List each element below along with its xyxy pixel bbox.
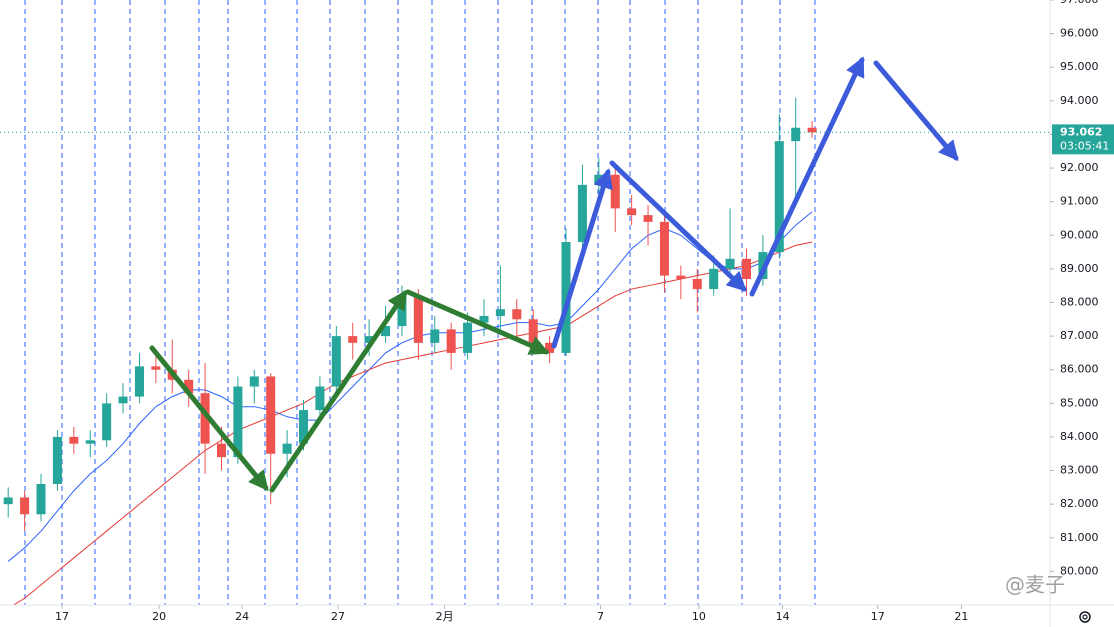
moving-average — [12, 241, 813, 605]
x-tick-label: 27 — [331, 610, 345, 623]
candle-body — [233, 386, 243, 458]
x-tick-label: 10 — [692, 610, 706, 623]
candle-body — [282, 443, 292, 454]
gear — [1079, 611, 1091, 623]
candle-body — [69, 436, 79, 444]
candle-body — [676, 275, 686, 279]
candle-body — [52, 436, 62, 484]
y-tick-label: 92.000 — [1060, 161, 1099, 174]
candle-body — [692, 278, 702, 290]
watermark: @麦子 — [1005, 573, 1065, 597]
y-tick-label: 87.000 — [1060, 329, 1099, 342]
candle-body — [315, 386, 325, 411]
candle-body — [200, 393, 210, 444]
candle-body — [151, 366, 161, 370]
drawings — [149, 56, 959, 493]
candle-body — [774, 141, 784, 253]
candle-body — [85, 440, 95, 444]
candle-body — [725, 258, 735, 269]
moving-average — [7, 211, 813, 562]
gear-center — [1082, 614, 1088, 620]
y-tick-label: 80.000 — [1060, 564, 1099, 577]
candle-body — [413, 295, 423, 343]
candle-body — [348, 336, 358, 343]
candle-body — [577, 184, 587, 242]
candle-body — [381, 326, 391, 337]
day-separators — [24, 0, 816, 605]
y-tick-label: 83.000 — [1060, 464, 1099, 477]
y-tick-label: 90.000 — [1060, 228, 1099, 241]
candle-body — [512, 309, 522, 320]
y-tick-label: 91.000 — [1060, 195, 1099, 208]
y-tick-label: 96.000 — [1060, 27, 1099, 40]
candle-body — [741, 258, 751, 279]
candle-body — [495, 309, 505, 316]
x-tick-label: 17 — [871, 610, 885, 623]
candle-body — [561, 242, 571, 353]
candle-body — [659, 221, 669, 276]
candle-body — [807, 127, 817, 133]
y-tick-label: 84.000 — [1060, 430, 1099, 443]
candle-body — [20, 497, 30, 515]
trend-arrow — [873, 60, 959, 162]
candle-body — [463, 322, 473, 353]
trend-arrow — [609, 160, 747, 292]
x-tick-label: 20 — [152, 610, 166, 623]
x-tick-label: 17 — [55, 610, 69, 623]
x-tick-label: 14 — [776, 610, 790, 623]
settings-icon[interactable] — [1079, 611, 1091, 623]
y-tick-label: 97.000 — [1060, 0, 1099, 6]
x-tick-label: 7 — [597, 610, 604, 623]
axes: 80.000 81.000 82.000 83.000 84.000 85.000 86.0… — [55, 0, 1099, 623]
y-tick-label: 89.000 — [1060, 262, 1099, 275]
x-tick-label: 2月 — [436, 610, 454, 623]
candle-body — [430, 329, 440, 343]
candle-body — [479, 315, 489, 323]
candle-body — [643, 215, 653, 222]
candle-body — [791, 127, 801, 142]
countdown-label: 03:05:41 — [1060, 139, 1109, 152]
candle-body — [134, 366, 144, 397]
y-tick-label: 86.000 — [1060, 363, 1099, 376]
y-tick-label: 94.000 — [1060, 94, 1099, 107]
trend-arrow — [405, 289, 550, 355]
candle-body — [299, 410, 309, 444]
candle-body — [610, 174, 620, 209]
last-price-box — [1052, 124, 1114, 155]
y-tick-label: 95.000 — [1060, 60, 1099, 73]
candle-body — [266, 376, 276, 454]
y-tick-label: 81.000 — [1060, 531, 1099, 544]
x-tick-label: 21 — [954, 610, 968, 623]
trend-arrow — [551, 168, 613, 349]
trend-arrow — [149, 345, 269, 492]
candle-body — [118, 396, 128, 404]
trend-arrow — [269, 289, 408, 493]
trend-arrow — [749, 56, 865, 297]
candle-body — [36, 484, 46, 515]
candle-body — [184, 379, 194, 394]
y-tick-label: 82.000 — [1060, 497, 1099, 510]
candle-body — [709, 268, 719, 290]
y-tick-label: 85.000 — [1060, 396, 1099, 409]
candle-body — [331, 336, 341, 387]
candle-body — [528, 319, 538, 343]
plot — [3, 97, 817, 605]
candle-body — [3, 497, 13, 505]
last-price-label: 93.062 — [1060, 125, 1102, 138]
candle-body — [216, 443, 226, 458]
x-tick-label: 24 — [235, 610, 249, 623]
candle-body — [446, 329, 456, 353]
candle-body — [249, 376, 259, 387]
candle-body — [364, 336, 374, 343]
candle-body — [102, 403, 112, 441]
candle-body — [627, 208, 637, 216]
y-tick-label: 88.000 — [1060, 296, 1099, 309]
